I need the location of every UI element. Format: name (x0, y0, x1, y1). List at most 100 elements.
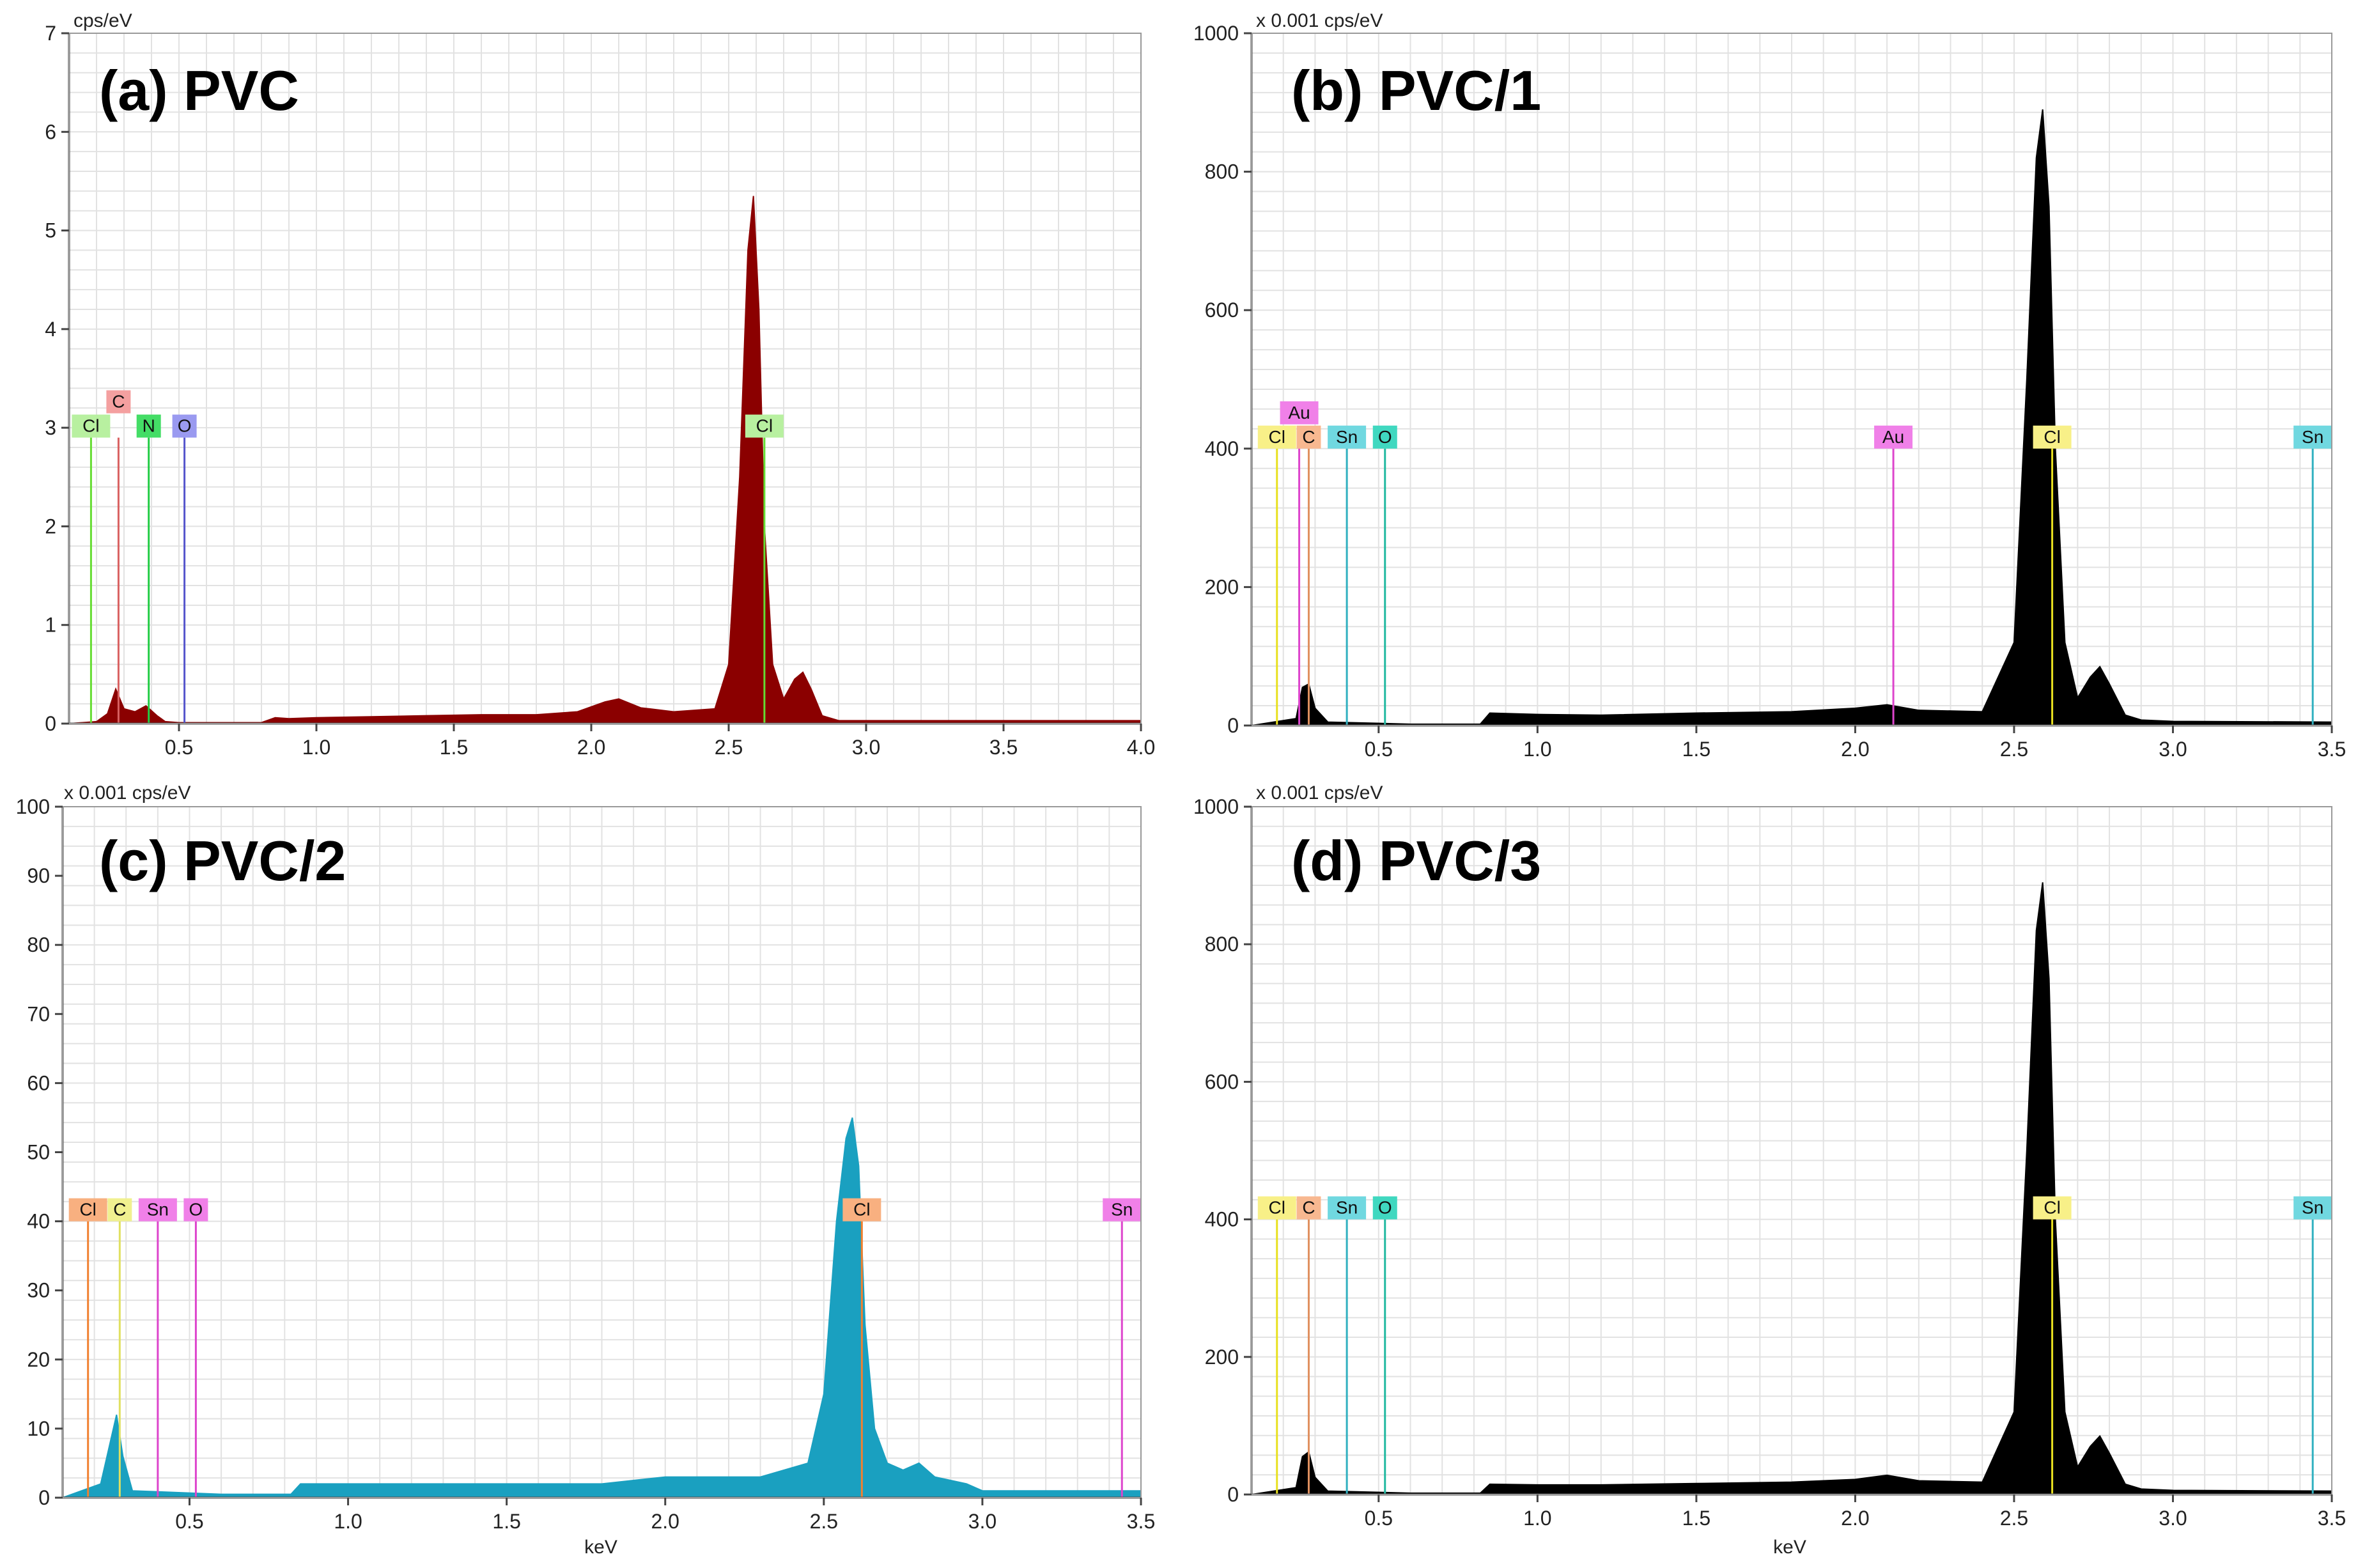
panel-title: (d) PVC/3 (1291, 829, 1541, 892)
plot-frame (68, 33, 1142, 724)
y-tick-label: 60 (27, 1071, 50, 1094)
y-tick-label: 1000 (1193, 22, 1239, 45)
element-label: Cl (79, 1200, 96, 1220)
element-label-box (136, 414, 161, 438)
element-label-box (1296, 425, 1321, 449)
element-label: O (189, 1200, 203, 1220)
element-label-box (1257, 425, 1296, 449)
x-tick-label: 3.5 (2318, 1507, 2346, 1530)
x-tick-label: 0.5 (1365, 738, 1393, 761)
panel-title: (c) PVC/2 (99, 829, 346, 892)
element-label-box (107, 1198, 132, 1222)
x-axis-label: keV (584, 1537, 617, 1558)
element-label: Cl (1269, 1198, 1285, 1218)
x-tick-label: 1.5 (1682, 738, 1710, 761)
y-tick-label: 800 (1205, 933, 1239, 956)
element-label-box (2293, 425, 2332, 449)
element-label: Sn (147, 1200, 169, 1220)
element-label-box (183, 1198, 208, 1222)
unit-label: x 0.001 cps/eV (1256, 782, 1383, 803)
element-label-box (72, 414, 111, 438)
x-tick-label: 2.0 (577, 736, 605, 759)
element-label: C (1302, 1198, 1315, 1218)
y-tick-label: 30 (27, 1279, 50, 1302)
element-label-box (2033, 1196, 2072, 1220)
element-label: Cl (2044, 427, 2060, 447)
plot-frame (1251, 806, 2332, 1495)
y-tick-label: 10 (27, 1417, 50, 1440)
element-label-box (1372, 425, 1397, 449)
x-tick-label: 3.5 (2318, 738, 2346, 761)
y-tick-label: 5 (45, 219, 56, 242)
y-tick-label: 1 (45, 614, 56, 637)
x-tick-label: 4.0 (1127, 736, 1155, 759)
panel-title: (a) PVC (99, 59, 299, 122)
element-label: Sn (2302, 1198, 2323, 1218)
y-tick-label: 200 (1205, 575, 1239, 598)
element-label-box (1372, 1196, 1397, 1220)
element-label: O (1378, 427, 1392, 447)
plot-area (69, 33, 1141, 724)
grid (68, 33, 1142, 724)
y-tick-label: 7 (45, 22, 56, 45)
element-label: C (112, 392, 125, 412)
element-label: Sn (1336, 1198, 1358, 1218)
element-label-box (106, 390, 131, 414)
element-label: C (113, 1200, 126, 1220)
element-label: Au (1288, 403, 1310, 423)
element-label: Sn (1336, 427, 1358, 447)
spectrum-area (1251, 109, 2332, 726)
x-tick-label: 2.0 (1841, 738, 1869, 761)
x-tick-label: 2.5 (2000, 738, 2028, 761)
element-label: Cl (853, 1200, 870, 1220)
element-label: O (1378, 1198, 1392, 1218)
x-tick-label: 2.0 (1841, 1507, 1869, 1530)
y-tick-label: 1000 (1193, 795, 1239, 818)
element-label: Cl (82, 416, 99, 436)
spectrum-area (68, 196, 1142, 724)
element-label-box (68, 1198, 107, 1222)
panel-title: (b) PVC/1 (1291, 59, 1541, 122)
element-label: N (143, 416, 155, 436)
panel-a-pvc: (a) PVC cps/eV Cl CN O Cl 0.5 1.0 1.5 2.0 2.5 3.0… (45, 10, 1155, 759)
x-tick-label: 3.0 (2159, 738, 2187, 761)
element-label-box (1328, 425, 1367, 449)
grid (1251, 806, 2332, 1495)
element-label-box (172, 414, 197, 438)
x-tick-label: 3.0 (968, 1510, 997, 1533)
y-tick-label: 70 (27, 1002, 50, 1025)
y-tick-label: 200 (1205, 1346, 1239, 1369)
x-tick-label: 2.0 (651, 1510, 679, 1533)
y-tick-label: 20 (27, 1348, 50, 1371)
x-tick-label: 2.5 (810, 1510, 838, 1533)
element-label: C (1302, 427, 1315, 447)
panel-c-pvc-2: (c) PVC/2 x 0.001 cps/eV keV Cl C Sn O Cl Sn 0… (16, 782, 1156, 1558)
x-tick-label: 1.0 (302, 736, 330, 759)
y-tick-label: 80 (27, 933, 50, 956)
x-axis-label: keV (1773, 1537, 1806, 1558)
x-tick-label: 1.5 (1682, 1507, 1710, 1530)
element-label: Cl (756, 416, 773, 436)
spectrum-area (62, 1117, 1142, 1498)
x-tick-label: 0.5 (175, 1510, 203, 1533)
y-tick-label: 6 (45, 120, 56, 143)
x-tick-label: 1.5 (440, 736, 468, 759)
y-tick-label: 3 (45, 416, 56, 439)
x-tick-label: 2.5 (715, 736, 743, 759)
x-tick-label: 0.5 (165, 736, 193, 759)
y-tick-label: 40 (27, 1210, 50, 1233)
x-tick-label: 3.5 (1127, 1510, 1155, 1533)
y-tick-label: 0 (1227, 714, 1239, 737)
element-label-box (1103, 1198, 1142, 1222)
y-tick-label: 90 (27, 864, 50, 887)
x-tick-label: 3.0 (2159, 1507, 2187, 1530)
element-label-box (1280, 401, 1319, 424)
y-tick-label: 2 (45, 515, 56, 538)
x-tick-label: 1.0 (334, 1510, 362, 1533)
element-label: Cl (1269, 427, 1285, 447)
element-label: O (178, 416, 192, 436)
element-label-box (138, 1198, 177, 1222)
element-label-box (2293, 1196, 2332, 1220)
x-tick-label: 2.5 (2000, 1507, 2028, 1530)
